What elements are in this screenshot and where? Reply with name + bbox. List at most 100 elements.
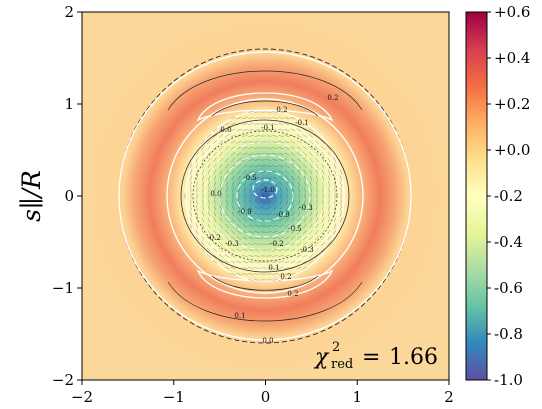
field-arrow [248,212,254,216]
field-arrow [207,247,211,253]
field-arrow [189,163,193,169]
field-arrow [278,230,284,234]
field-arrow [254,231,260,233]
field-arrow [242,273,248,275]
field-arrow [321,169,325,175]
field-arrow [304,187,306,193]
field-arrow [290,224,296,228]
field-arrow [308,134,314,138]
field-arrow [278,267,284,269]
field-arrow [297,211,301,217]
field-arrow [315,235,319,241]
field-arrow [236,254,242,258]
field-arrow [315,223,319,229]
field-arrow [254,255,260,257]
field-arrow [296,146,302,150]
field-arrow [309,169,313,175]
field-arrow [248,261,254,263]
y-axis: −2 −1 0 1 2 [52,3,82,389]
field-arrow [214,187,216,193]
field-arrow [219,223,223,229]
field-arrow [303,223,307,229]
field-arrow [236,236,242,240]
field-arrow [230,128,236,132]
field-arrow [260,188,266,192]
field-arrow [254,243,260,245]
field-arrow [290,248,296,252]
field-arrow [237,169,241,175]
field-arrow [314,248,320,252]
field-arrow [302,140,308,144]
field-arrow [238,199,240,205]
field-arrow [284,164,290,168]
contour-label: 0.2 [276,106,287,114]
field-arrow [278,111,284,113]
field-arrow [266,182,272,186]
field-arrow [302,236,308,240]
field-arrow [213,151,217,157]
field-arrow [316,187,318,193]
field-arrow [214,205,216,211]
field-arrow [224,128,230,132]
colorbar-tick-label: +0.2 [494,95,530,113]
contour-upper-lobe [196,92,334,122]
field-arrow [213,223,217,229]
field-arrow [236,116,242,120]
contour-label: 0.2 [280,273,291,281]
svg-text:=: = [362,345,380,370]
field-arrow [248,117,254,119]
field-arrow [225,175,229,181]
contour-label: -0.1 [261,124,275,132]
field-arrow [236,158,242,162]
field-arrow [236,140,242,144]
field-arrow [242,123,248,125]
field-arrow [272,182,278,186]
field-arrow [308,128,314,132]
field-arrow [238,187,240,193]
field-arrow [272,170,278,174]
x-tick-label: −1 [163,388,185,406]
contour-label: -1.0 [261,186,275,194]
contour-label: 0.0 [262,337,273,345]
field-arrow [242,230,248,234]
field-arrow [224,254,230,258]
field-arrow [278,123,284,125]
field-arrow [272,273,278,275]
field-arrow [272,243,278,245]
field-arrow [236,242,242,246]
field-arrow [291,175,295,181]
field-arrow [272,255,278,257]
field-arrow [224,236,230,240]
field-arrow [236,146,242,150]
field-arrow [340,211,342,217]
field-arrow [310,199,312,205]
contour-lower-lobe-inner [211,275,319,291]
field-arrow [213,163,217,169]
field-arrow [302,134,308,138]
field-arrow [321,175,325,181]
field-arrow [225,229,229,235]
contour-label: -0.9 [276,211,290,219]
field-arrow [272,135,278,137]
field-arrow [272,267,278,269]
field-arrow [242,242,248,246]
field-arrow [284,146,290,150]
field-arrow [296,242,302,246]
field-arrow [242,170,248,174]
field-arrow [286,187,288,193]
contour-label: -0.2 [207,234,221,242]
field-arrow [260,177,266,179]
field-arrow [302,152,308,156]
field-arrow [236,266,242,270]
field-arrow [220,187,222,193]
field-arrow [334,211,336,217]
contour-ring-white [166,98,364,294]
field-arrow [327,229,331,235]
field-arrow [201,145,205,151]
field-arrow [321,229,325,235]
field-arrow [284,140,290,144]
field-arrow [321,211,325,217]
field-arrow [333,163,337,169]
field-arrow [254,123,260,125]
